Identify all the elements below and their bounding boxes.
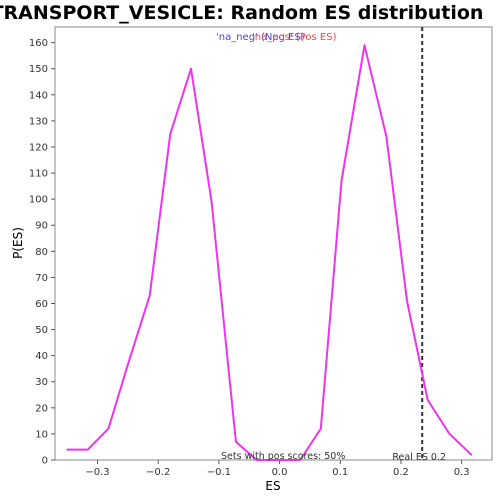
- data-point: [169, 133, 172, 135]
- x-tick-label: −0.3: [85, 467, 109, 478]
- pos-scores-annotation: Sets with pos scores: 50%: [221, 451, 345, 462]
- x-axis-label: ES: [265, 479, 280, 493]
- y-tick-label: 80: [35, 247, 48, 258]
- es-distribution-line: [67, 44, 473, 461]
- data-point: [235, 440, 237, 443]
- y-tick-label: 160: [29, 38, 48, 49]
- data-point: [107, 427, 110, 430]
- y-tick-label: 70: [35, 273, 48, 284]
- y-axis-label: P(ES): [11, 227, 25, 259]
- data-point: [278, 459, 281, 461]
- y-tick-label: 140: [29, 90, 48, 101]
- x-tick-label: 0.1: [332, 467, 348, 478]
- y-tick-label: 40: [35, 351, 48, 362]
- data-point: [340, 180, 343, 182]
- x-tick-label: 0.2: [393, 467, 409, 478]
- x-tick-label: 0.0: [272, 467, 288, 478]
- legend: 'na_neg' (Neg ES) 'na_pos' (Pos ES): [216, 32, 337, 43]
- y-tick-label: 110: [29, 169, 48, 180]
- y-tick-label: 30: [35, 377, 48, 388]
- data-point: [128, 360, 130, 362]
- y-tick-label: 50: [35, 325, 48, 336]
- data-point: [255, 459, 258, 461]
- data-points: [66, 44, 473, 461]
- data-point: [320, 427, 322, 430]
- legend-entry-neg: 'na_neg' (Neg ES): [216, 32, 305, 43]
- data-point: [299, 459, 302, 461]
- y-tick-label: 10: [35, 429, 48, 440]
- real-es-label: Real ES 0.2: [392, 452, 446, 463]
- data-point: [448, 433, 451, 435]
- x-tick-label: −0.1: [207, 467, 231, 478]
- chart-title: TRANSPORT_VESICLE: Random ES distributio…: [0, 2, 483, 24]
- y-tick-label: 120: [29, 142, 48, 153]
- data-point: [470, 453, 473, 456]
- x-tick-label: −0.2: [146, 467, 170, 478]
- y-tick-label: 150: [29, 64, 48, 75]
- y-tick-label: 100: [29, 195, 48, 206]
- y-tick-label: 90: [35, 221, 48, 232]
- data-point: [406, 300, 408, 302]
- data-point: [190, 67, 192, 70]
- data-point: [148, 294, 151, 297]
- y-tick-label: 130: [29, 116, 48, 127]
- data-point: [86, 448, 89, 451]
- data-point: [426, 399, 429, 401]
- data-point: [363, 44, 366, 47]
- y-axis: 0 10 20 30 40 50 60 70 80 90 100 110 120 130 140 150 160: [29, 38, 55, 467]
- y-tick-label: 0: [42, 456, 48, 467]
- y-tick-label: 60: [35, 299, 48, 310]
- data-point: [385, 135, 388, 138]
- data-point: [66, 448, 68, 451]
- legend-entry-pos: 'na_pos' (Pos ES): [252, 32, 337, 43]
- y-tick-label: 20: [35, 403, 48, 414]
- data-point: [210, 200, 213, 203]
- x-tick-label: 0.3: [454, 467, 470, 478]
